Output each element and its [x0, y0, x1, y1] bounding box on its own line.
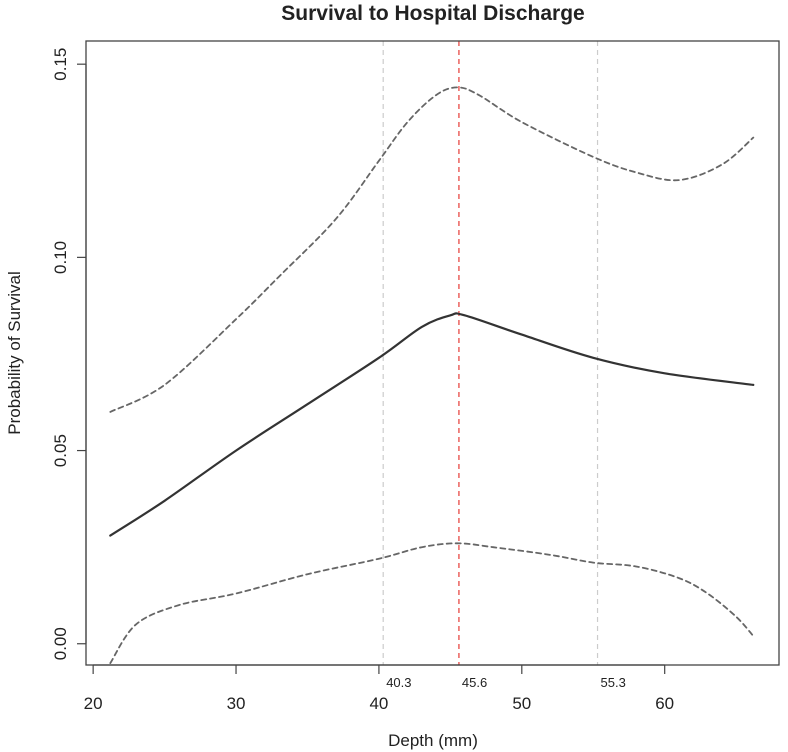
- x-tick-label-0: 20: [84, 694, 103, 713]
- x-axis: 20 30 40 50 60: [84, 664, 674, 713]
- series-layer: [109, 86, 755, 664]
- x-tick-label-3: 50: [512, 694, 531, 713]
- series-line-2: [109, 542, 755, 664]
- reference-line-label-2: 55.3: [601, 675, 626, 690]
- y-tick-label-0: 0.00: [51, 627, 70, 660]
- x-tick-label-1: 30: [227, 694, 246, 713]
- reference-lines: 40.3 45.6 55.3: [382, 41, 626, 690]
- series-line-1: [109, 86, 755, 413]
- y-tick-label-2: 0.10: [51, 241, 70, 274]
- chart-title: Survival to Hospital Discharge: [281, 2, 584, 25]
- reference-line-label-1: 45.6: [462, 675, 487, 690]
- series-line-0: [109, 312, 755, 537]
- x-axis-title: Depth (mm): [388, 731, 478, 750]
- y-axis: 0.00 0.05 0.10 0.15: [51, 48, 87, 660]
- x-tick-label-4: 60: [655, 694, 674, 713]
- y-tick-label-3: 0.15: [51, 48, 70, 81]
- y-axis-title: Probability of Survival: [5, 271, 24, 434]
- y-tick-label-1: 0.05: [51, 434, 70, 467]
- reference-line-label-0: 40.3: [386, 675, 411, 690]
- plot-frame: [85, 40, 780, 666]
- x-tick-label-2: 40: [369, 694, 388, 713]
